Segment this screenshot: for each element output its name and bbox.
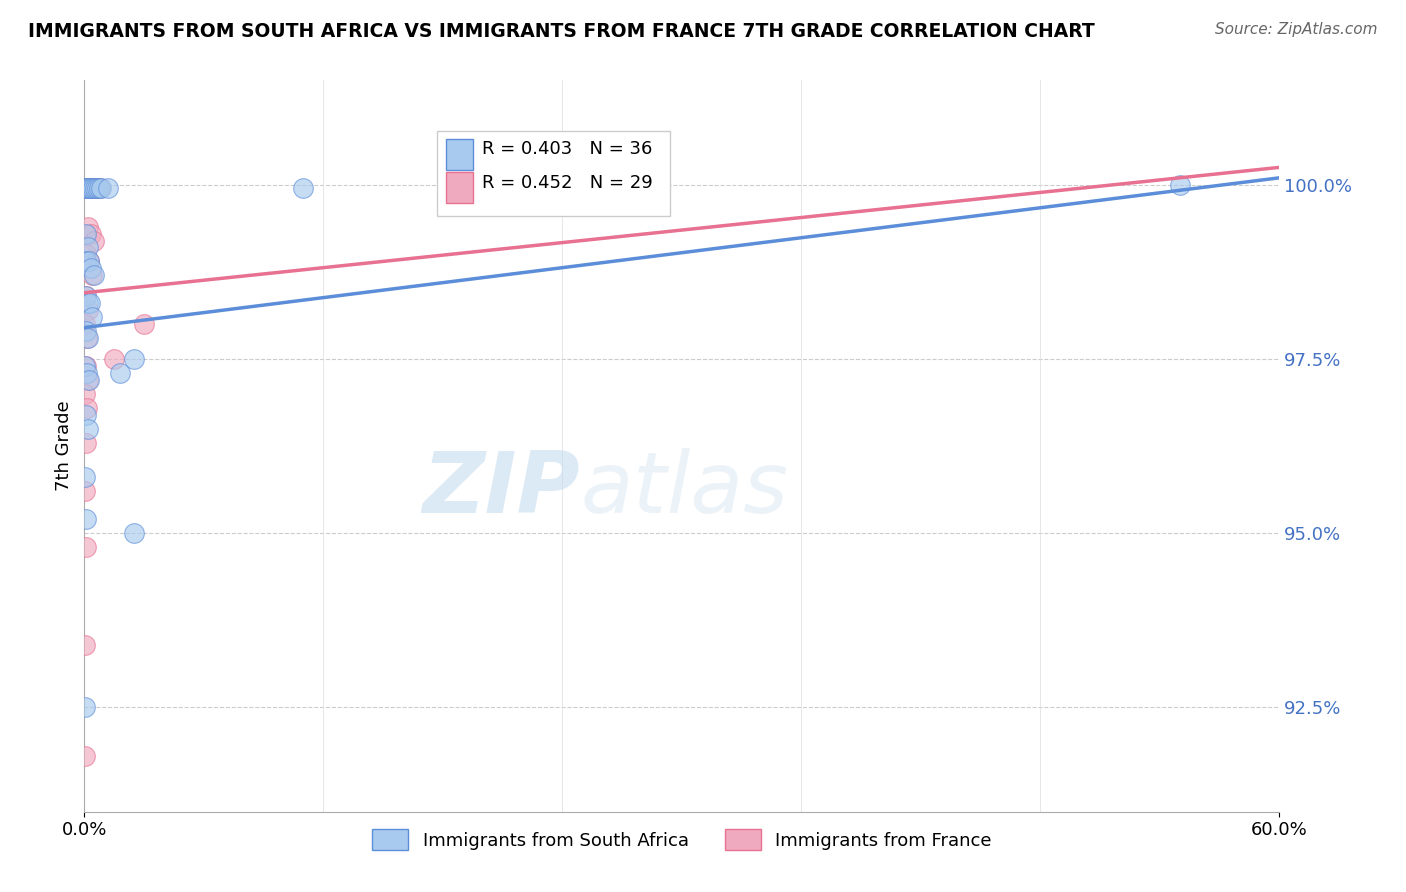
Point xyxy=(83,234,105,248)
Point xyxy=(75,289,97,303)
Point xyxy=(75,408,97,422)
FancyBboxPatch shape xyxy=(447,139,472,169)
Point xyxy=(132,317,156,331)
Point xyxy=(76,331,98,345)
Point xyxy=(80,181,103,195)
Point xyxy=(80,181,103,195)
Point xyxy=(80,261,103,276)
Point xyxy=(122,351,145,366)
Point xyxy=(75,386,97,401)
Point xyxy=(75,289,97,303)
Text: ZIP: ZIP xyxy=(423,449,581,532)
Point xyxy=(83,181,105,195)
Point xyxy=(75,638,97,652)
Point xyxy=(87,181,110,195)
Point xyxy=(86,181,108,195)
Point xyxy=(292,181,315,195)
Point xyxy=(87,181,110,195)
Point xyxy=(77,181,100,195)
Y-axis label: 7th Grade: 7th Grade xyxy=(55,401,73,491)
Point xyxy=(75,359,97,373)
Point xyxy=(79,254,101,268)
Text: R = 0.403   N = 36: R = 0.403 N = 36 xyxy=(482,140,652,158)
Point xyxy=(75,254,97,268)
Point xyxy=(77,373,100,387)
Text: R = 0.452   N = 29: R = 0.452 N = 29 xyxy=(482,174,652,192)
Text: Source: ZipAtlas.com: Source: ZipAtlas.com xyxy=(1215,22,1378,37)
Point xyxy=(75,470,97,484)
Point xyxy=(82,310,104,325)
Point xyxy=(80,268,103,283)
Point xyxy=(75,512,97,526)
Point xyxy=(103,351,125,366)
Point xyxy=(77,219,100,234)
Point xyxy=(77,331,100,345)
Point xyxy=(75,749,97,764)
Point xyxy=(76,366,98,380)
Point xyxy=(83,181,105,195)
Point xyxy=(77,181,100,195)
Point xyxy=(97,181,120,195)
Point xyxy=(77,303,100,318)
Point xyxy=(79,181,101,195)
Point xyxy=(76,181,98,195)
Point xyxy=(110,366,132,380)
Point xyxy=(75,181,97,195)
Point xyxy=(79,296,101,310)
Point xyxy=(79,181,101,195)
Text: IMMIGRANTS FROM SOUTH AFRICA VS IMMIGRANTS FROM FRANCE 7TH GRADE CORRELATION CHA: IMMIGRANTS FROM SOUTH AFRICA VS IMMIGRAN… xyxy=(28,22,1095,41)
Text: atlas: atlas xyxy=(581,449,789,532)
Point xyxy=(1168,178,1191,192)
Point xyxy=(75,435,97,450)
Legend: Immigrants from South Africa, Immigrants from France: Immigrants from South Africa, Immigrants… xyxy=(364,822,1000,857)
Point xyxy=(89,181,111,195)
Point xyxy=(84,181,107,195)
Point xyxy=(79,373,101,387)
Point xyxy=(82,181,104,195)
Point xyxy=(75,700,97,714)
Point xyxy=(75,227,97,241)
Point xyxy=(122,526,145,541)
Point xyxy=(75,324,97,338)
Point xyxy=(77,240,100,254)
Point xyxy=(80,227,103,241)
FancyBboxPatch shape xyxy=(437,131,671,216)
Point xyxy=(75,540,97,554)
Point xyxy=(75,181,97,195)
Point xyxy=(75,247,97,261)
Point xyxy=(77,421,100,435)
Point xyxy=(77,296,100,310)
Point xyxy=(75,484,97,499)
Point xyxy=(83,268,105,283)
Point xyxy=(75,317,97,331)
FancyBboxPatch shape xyxy=(447,172,472,203)
Point xyxy=(90,181,112,195)
Point xyxy=(77,254,100,268)
Point xyxy=(76,401,98,415)
Point xyxy=(75,359,97,373)
